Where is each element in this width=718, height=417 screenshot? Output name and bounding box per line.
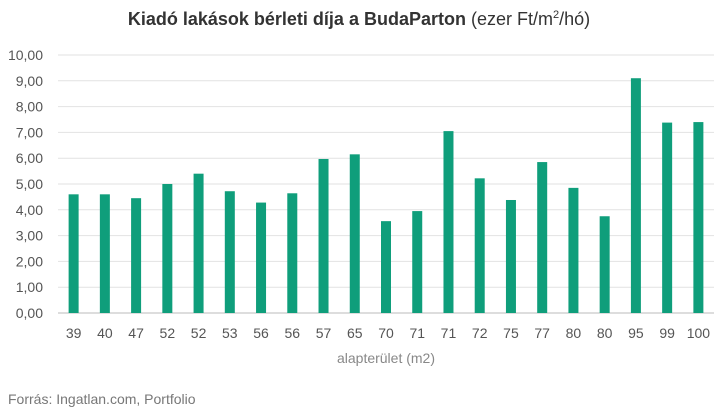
bar [381,221,391,313]
y-tick-label: 1,00 [16,279,43,295]
y-tick-label: 5,00 [16,176,43,192]
y-tick-label: 3,00 [16,228,43,244]
x-tick-label: 80 [566,325,582,341]
y-tick-label: 8,00 [16,99,43,115]
x-tick-label: 95 [628,325,644,341]
x-tick-label: 70 [378,325,394,341]
x-tick-label: 52 [160,325,176,341]
source-note: Forrás: Ingatlan.com, Portfolio [8,391,196,407]
bar [318,158,329,313]
x-tick-label: 72 [472,325,488,341]
y-tick-label: 9,00 [16,73,43,89]
bar [693,122,704,313]
x-axis-label: alapterület (m2) [337,350,435,366]
x-tick-label: 100 [687,325,711,341]
x-tick-label: 80 [597,325,613,341]
x-tick-label: 99 [659,325,675,341]
bar [99,194,110,313]
bar [412,211,423,313]
x-tick-label: 71 [409,325,425,341]
y-tick-label: 7,00 [16,124,43,140]
bar [349,154,360,313]
bar [474,178,485,313]
x-tick-label: 53 [222,325,238,341]
y-tick-label: 6,00 [16,150,43,166]
chart-title-main: Kiadó lakások bérleti díja a BudaParton [127,9,466,29]
bar [443,131,454,313]
x-tick-label: 47 [128,325,144,341]
x-tick-label: 56 [253,325,269,341]
bar [193,173,204,313]
bar [68,194,79,313]
y-tick-label: 10,00 [8,47,43,63]
x-tick-label: 75 [503,325,519,341]
bar [256,202,267,313]
chart-title-unit: (ezer Ft/m2/hó) [466,9,590,29]
bar [224,191,235,313]
x-tick-label: 52 [191,325,207,341]
bar [131,198,142,313]
x-tick-label: 39 [66,325,82,341]
chart-title-unit-prefix: (ezer Ft/m [465,9,553,29]
bar [287,193,298,313]
y-tick-label: 2,00 [16,253,43,269]
bar [162,184,173,313]
x-tick-label: 40 [97,325,113,341]
bar [599,216,610,313]
x-tick-label: 57 [316,325,332,341]
bar [568,187,579,313]
x-tick-label: 77 [534,325,550,341]
chart-title-unit-suffix: /hó) [559,9,591,29]
bar [630,78,641,313]
bar [662,122,673,313]
bar [505,199,516,313]
chart-title-unit-sup: 2 [552,9,560,21]
bar [537,162,548,313]
y-tick-label: 4,00 [16,202,43,218]
x-tick-label: 71 [441,325,457,341]
y-tick-label: 0,00 [16,305,43,321]
x-tick-label: 65 [347,325,363,341]
x-tick-label: 56 [284,325,300,341]
chart-title: Kiadó lakások bérleti díja a BudaParton … [0,9,718,30]
